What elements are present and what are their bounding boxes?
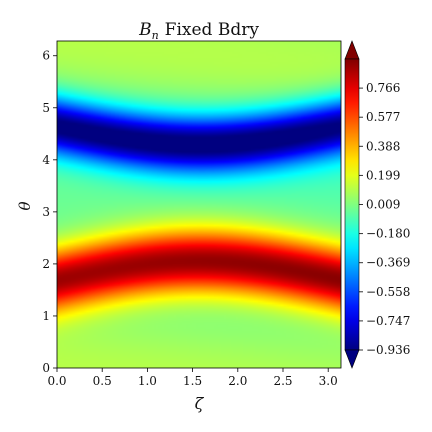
colorbar-tick-label: −0.180 [366, 227, 410, 241]
y-tick-label: 4 [42, 153, 50, 167]
x-tick-label: 1.0 [138, 374, 157, 388]
plot-frame [56, 40, 342, 369]
y-tick-label: 0 [42, 361, 50, 375]
colorbar-tick-label: 0.766 [366, 81, 400, 95]
colorbar-tick-label: 0.009 [366, 198, 400, 212]
heatmap-image [57, 41, 341, 368]
x-tick-label: 2.5 [273, 374, 292, 388]
colorbar-tick-label: 0.577 [366, 110, 400, 124]
title-subscript: n [152, 29, 159, 42]
x-tick-label: 0.5 [93, 374, 112, 388]
x-tick-label: 3.0 [319, 374, 338, 388]
colorbar-ticks: 0.766 0.577 0.388 0.199 0.009 −0.180 −0.369 −0.… [359, 81, 410, 357]
x-tick-label: 0.0 [47, 374, 66, 388]
colorbar-extend-top [344, 40, 360, 60]
chart-title: Bn Fixed Bdry [138, 20, 259, 42]
x-axis-ticks: 0.0 0.5 1.0 1.5 2.0 2.5 3.0 [47, 368, 338, 388]
x-axis-label: ζ [195, 394, 205, 413]
y-tick-label: 6 [42, 49, 50, 63]
colorbar-tick-label: −0.558 [366, 285, 410, 299]
heatmap-plot-area [56, 40, 342, 369]
y-tick-label: 1 [42, 309, 50, 323]
colorbar-tick-label: 0.199 [366, 168, 400, 182]
y-tick-label: 2 [42, 257, 50, 271]
colorbar-tick-label: −0.369 [366, 256, 410, 270]
colorbar-extend-bottom [344, 349, 360, 369]
y-axis-ticks: 0 1 2 3 4 5 6 [42, 49, 57, 375]
y-tick-label: 5 [42, 101, 50, 115]
y-axis-label: θ [16, 201, 34, 210]
title-text: Fixed Bdry [165, 20, 260, 40]
y-tick-label: 3 [42, 205, 50, 219]
x-tick-label: 1.5 [183, 374, 202, 388]
colorbar-tick-label: −0.747 [366, 314, 410, 328]
colorbar: 0.766 0.577 0.388 0.199 0.009 −0.180 −0.369 −0.… [344, 40, 410, 369]
colorbar-body [344, 58, 360, 351]
x-tick-label: 2.0 [228, 374, 247, 388]
title-symbol: B [138, 20, 152, 40]
colorbar-tick-label: 0.388 [366, 139, 400, 153]
colorbar-tick-label: −0.936 [366, 343, 410, 357]
